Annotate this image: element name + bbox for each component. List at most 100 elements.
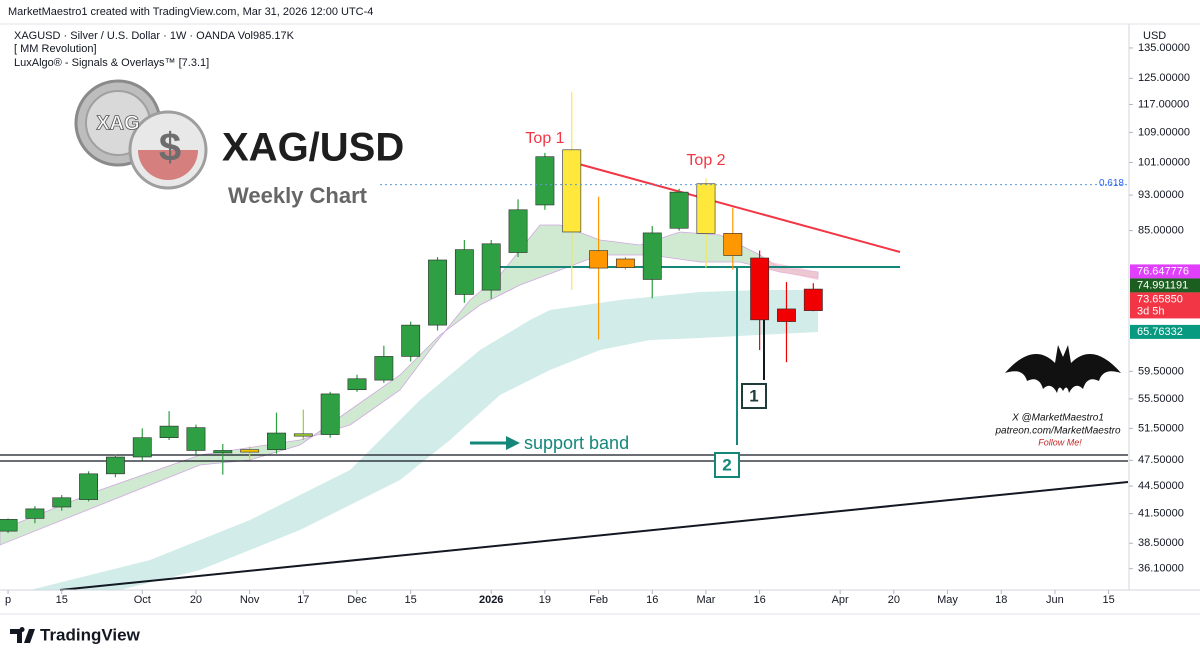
x-tick-label: Feb bbox=[589, 594, 608, 606]
y-tick-label: 109.00000 bbox=[1138, 126, 1190, 138]
y-tick-label: 41.50000 bbox=[1138, 508, 1184, 520]
handle: X @MarketMaestro1 bbox=[1011, 413, 1104, 424]
price-label-bg bbox=[1130, 278, 1200, 293]
coin-label: XAG bbox=[96, 112, 139, 134]
candle-body bbox=[105, 456, 125, 475]
price-label-bg bbox=[1130, 264, 1200, 279]
x-tick-label: 20 bbox=[190, 594, 202, 606]
y-tick-label: 47.50000 bbox=[1138, 454, 1184, 466]
arrow-head bbox=[506, 436, 520, 450]
annotation: support band bbox=[524, 433, 629, 453]
y-tick-label: 44.50000 bbox=[1138, 480, 1184, 492]
x-tick-label: Oct bbox=[134, 594, 151, 606]
candle-body bbox=[240, 449, 260, 453]
candle-body bbox=[52, 497, 72, 508]
price-label: 73.65850 bbox=[1137, 293, 1183, 305]
x-tick-label: 18 bbox=[995, 594, 1007, 606]
countdown: 3d 5h bbox=[1137, 305, 1165, 317]
y-tick-label: 85.00000 bbox=[1138, 224, 1184, 236]
candle-body bbox=[79, 473, 99, 500]
coin-symbol: $ bbox=[159, 126, 181, 170]
price-label-bg bbox=[1130, 292, 1200, 319]
x-tick-label: Mar bbox=[696, 594, 715, 606]
x-tick-label: Jun bbox=[1046, 594, 1064, 606]
annotation: 2 bbox=[722, 455, 731, 474]
flag bbox=[138, 150, 198, 180]
y-tick-label: 101.00000 bbox=[1138, 156, 1190, 168]
x-tick-label: 16 bbox=[646, 594, 658, 606]
tv-mark bbox=[10, 627, 35, 643]
brand: TradingView bbox=[40, 625, 141, 644]
candle-body bbox=[589, 250, 609, 269]
x-tick-label: 15 bbox=[1102, 594, 1114, 606]
box-2 bbox=[714, 452, 740, 478]
candle-body bbox=[159, 425, 179, 439]
site: patreon.com/MarketMaestro bbox=[994, 426, 1120, 437]
candle-body bbox=[213, 450, 233, 454]
x-tick-label: Apr bbox=[832, 594, 849, 606]
y-tick-label: 125.00000 bbox=[1138, 72, 1190, 84]
symbol-line: XAGUSD · Silver / U.S. Dollar · 1W · OAN… bbox=[14, 30, 295, 42]
annotation: Top 2 bbox=[686, 152, 725, 169]
bat-logo: X @MarketMaestro1 patreon.com/MarketMaes… bbox=[994, 345, 1121, 447]
y-tick-label: 36.10000 bbox=[1138, 563, 1184, 575]
price-label: 76.647776 bbox=[1137, 265, 1189, 277]
indicator: LuxAlgo® - Signals & Overlays™ [7.3.1] bbox=[14, 57, 209, 69]
y-tick-label: 117.00000 bbox=[1138, 98, 1189, 110]
cta: Follow Me! bbox=[1038, 437, 1082, 447]
x-tick-label: 20 bbox=[888, 594, 900, 606]
x-tick-label: Nov bbox=[240, 594, 260, 606]
annotation: 1 bbox=[749, 386, 758, 405]
y-tick-label: 38.50000 bbox=[1138, 537, 1184, 549]
candle-body bbox=[454, 249, 474, 295]
y-tick-label: 55.50000 bbox=[1138, 393, 1184, 405]
time-axis: p 15 Oct 20 Nov 17 Dec 15 2026 19 Feb 16 Mar 16 Apr 20 M… bbox=[5, 590, 1115, 606]
x-tick-label: 19 bbox=[539, 594, 551, 606]
candle-body bbox=[0, 519, 18, 532]
drawings bbox=[0, 162, 1129, 591]
annotation: Top 1 bbox=[525, 130, 564, 147]
x-tick-label: p bbox=[5, 594, 11, 606]
tv-logo: TradingView bbox=[10, 625, 141, 644]
candle-body bbox=[481, 243, 501, 291]
candle-body bbox=[615, 258, 635, 268]
bat bbox=[1005, 345, 1121, 393]
candle-body bbox=[777, 308, 796, 322]
x-tick-label: 15 bbox=[56, 594, 68, 606]
candle-body bbox=[535, 156, 555, 206]
candle-body bbox=[428, 259, 447, 326]
candle-body bbox=[320, 393, 340, 435]
candle-body bbox=[642, 232, 662, 280]
candle-body bbox=[132, 437, 152, 458]
y-tick-label: 93.00000 bbox=[1138, 189, 1184, 201]
candle-body bbox=[750, 257, 770, 321]
candles bbox=[0, 91, 823, 534]
candle-body bbox=[562, 149, 582, 233]
candle-body bbox=[669, 191, 689, 229]
chart-title: XAG/USD bbox=[222, 126, 404, 170]
y-tick-label: 135.00000 bbox=[1138, 42, 1190, 54]
currency: USD bbox=[1143, 30, 1166, 42]
coin-logo: XAG $ bbox=[74, 79, 208, 190]
rising-trendline bbox=[59, 481, 1129, 591]
fib-label: 0.618 bbox=[1099, 178, 1124, 189]
price-label: 74.991191 bbox=[1137, 279, 1188, 291]
candle-body bbox=[293, 433, 313, 437]
price-label-bg bbox=[1130, 324, 1200, 339]
y-tick-label: 51.50000 bbox=[1138, 422, 1184, 434]
candle-body bbox=[696, 183, 716, 234]
y-tick-label: 59.50000 bbox=[1138, 365, 1184, 377]
price-axis: 135.00000 125.00000 117.00000 109.00000 101.… bbox=[1129, 42, 1200, 575]
box-1 bbox=[741, 383, 767, 409]
candle-body bbox=[401, 324, 421, 357]
x-tick-label: 16 bbox=[754, 594, 766, 606]
price-label: 65.76332 bbox=[1137, 326, 1183, 338]
x-tick-label: 17 bbox=[297, 594, 309, 606]
candle-body bbox=[374, 356, 394, 381]
author-line: MarketMaestro1 created with TradingView.… bbox=[8, 6, 373, 18]
indicator: [ MM Revolution] bbox=[14, 43, 97, 55]
candle-body bbox=[186, 427, 206, 451]
x-tick-label: Dec bbox=[347, 594, 367, 606]
x-tick-label: 2026 bbox=[479, 594, 503, 606]
